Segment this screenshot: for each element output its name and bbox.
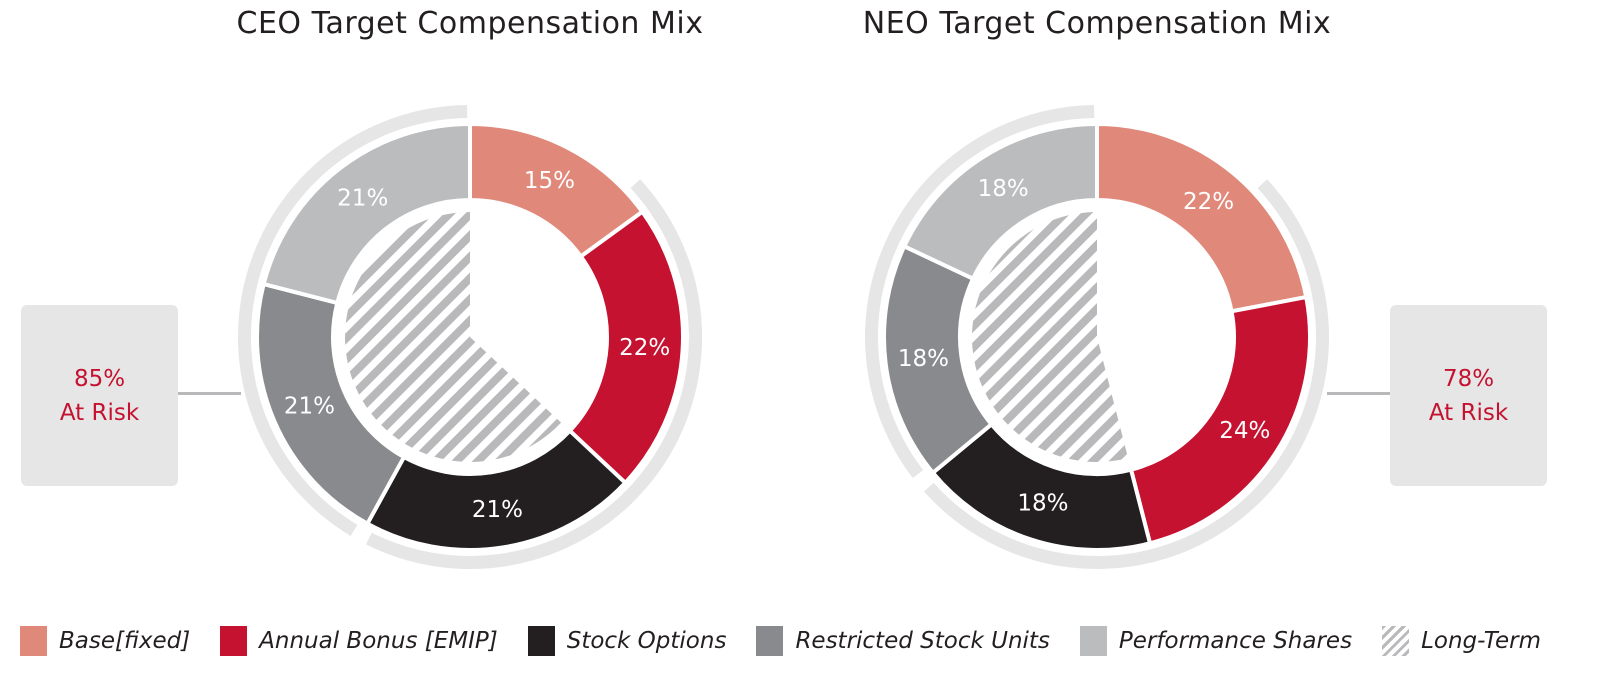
legend-item-long-term: Long-Term — [1382, 626, 1541, 656]
ceo-label-performance-shares: 21% — [337, 186, 388, 212]
legend-label-rsu: Restricted Stock Units — [795, 628, 1050, 654]
legend-swatch-rsu — [756, 626, 784, 656]
neo-label-annual-bonus: 24% — [1219, 418, 1270, 444]
neo-donut-chart: 22% 24% 18% 18% 18% — [865, 105, 1330, 569]
neo-segment-annual-bonus — [1128, 294, 1312, 546]
neo-long-term-ring — [865, 105, 1095, 479]
neo-segment-base — [1095, 121, 1309, 314]
neo-label-restricted-stock-units: 18% — [898, 346, 949, 372]
ceo-long-term-hatch — [345, 212, 562, 462]
neo-label-performance-shares: 18% — [978, 176, 1029, 202]
ceo-segment-restricted-stock-units — [255, 281, 407, 527]
ceo-chart-title: CEO Target Compensation Mix — [236, 6, 704, 41]
legend-label-long-term: Long-Term — [1421, 628, 1541, 654]
ceo-at-risk-value: 85% — [73, 365, 126, 392]
legend-item-bonus: Annual Bonus [EMIP] — [220, 626, 498, 656]
neo-risk-connector — [1327, 392, 1390, 395]
ceo-label-annual-bonus: 22% — [619, 335, 670, 361]
ceo-label-stock-options: 21% — [472, 497, 523, 523]
legend-swatch-performance — [1079, 626, 1107, 656]
legend-swatch-options — [527, 626, 555, 656]
ceo-at-risk-box: 85% At Risk — [21, 305, 178, 486]
neo-at-risk-ring-lower — [923, 358, 1328, 569]
neo-at-risk-value: 78% — [1442, 365, 1495, 392]
neo-at-risk-box: 78% At Risk — [1390, 305, 1547, 486]
legend-swatch-long-term — [1382, 626, 1410, 656]
legend-swatch-base — [20, 626, 47, 656]
legend-swatch-bonus — [220, 626, 248, 656]
legend-item-base: Base[fixed] — [20, 626, 190, 656]
legend-label-bonus: Annual Bonus [EMIP] — [259, 628, 498, 654]
neo-at-risk-label: At Risk — [1428, 399, 1509, 426]
legend: Base[fixed] Annual Bonus [EMIP] Stock Op… — [20, 626, 1571, 656]
ceo-at-risk-label: At Risk — [59, 399, 140, 426]
neo-long-term-hatch — [972, 212, 1129, 462]
legend-item-options: Stock Options — [527, 626, 727, 656]
neo-segment-performance-shares — [901, 121, 1099, 282]
neo-label-base: 22% — [1183, 189, 1234, 215]
legend-item-rsu: Restricted Stock Units — [756, 626, 1050, 656]
ceo-segment-stock-options — [364, 427, 629, 552]
ceo-segment-annual-bonus — [567, 209, 685, 486]
ceo-label-restricted-stock-units: 21% — [284, 394, 335, 420]
neo-chart-title: NEO Target Compensation Mix — [862, 6, 1332, 41]
legend-label-options: Stock Options — [566, 628, 727, 654]
ceo-donut-chart: 15% 22% 21% 21% 21% — [238, 105, 702, 569]
ceo-segment-performance-shares — [261, 121, 472, 306]
legend-label-base: Base[fixed] — [59, 628, 191, 654]
neo-label-stock-options: 18% — [1017, 490, 1068, 516]
legend-label-performance: Performance Shares — [1118, 628, 1353, 654]
legend-item-performance: Performance Shares — [1079, 626, 1353, 656]
ceo-label-base: 15% — [524, 168, 575, 194]
ceo-risk-connector — [177, 392, 241, 395]
